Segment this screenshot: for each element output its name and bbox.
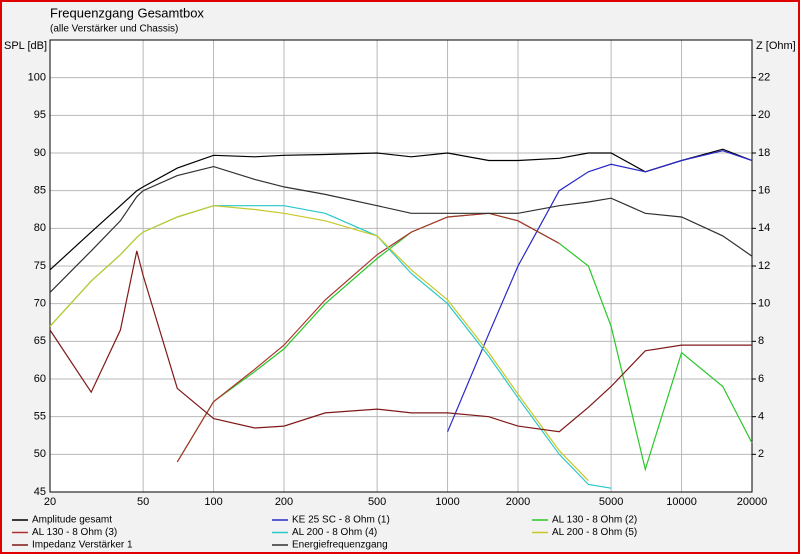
y2-axis-label: Z [Ohm] xyxy=(756,40,796,52)
legend-label: KE 25 SC - 8 Ohm (1) xyxy=(292,515,390,526)
y-tick-label: 55 xyxy=(34,411,46,423)
x-tick-label: 200 xyxy=(275,496,293,508)
series-line xyxy=(49,148,753,271)
y-axis-label: SPL [dB] xyxy=(4,40,47,52)
y2-tick-label: 8 xyxy=(758,335,764,347)
x-tick-label: 5000 xyxy=(599,496,623,508)
x-tick-label: 100 xyxy=(204,496,222,508)
y-tick-label: 95 xyxy=(34,109,46,121)
chart-subtitle: (alle Verstärker und Chassis) xyxy=(50,24,178,35)
y2-tick-label: 2 xyxy=(758,448,764,460)
y-tick-label: 75 xyxy=(34,260,46,272)
y-tick-label: 100 xyxy=(28,72,46,84)
series-line xyxy=(49,250,752,433)
chart-title: Frequenzgang Gesamtbox xyxy=(50,5,204,20)
y2-tick-label: 10 xyxy=(758,298,770,310)
x-tick-label: 20000 xyxy=(737,496,768,508)
y-tick-label: 85 xyxy=(34,185,46,197)
legend-label: AL 130 - 8 Ohm (3) xyxy=(32,527,117,538)
legend-label: Impedanz Verstärker 1 xyxy=(32,540,133,551)
y2-tick-label: 4 xyxy=(758,411,764,423)
y2-tick-label: 18 xyxy=(758,147,770,159)
x-tick-label: 1000 xyxy=(435,496,459,508)
series-line xyxy=(447,150,753,432)
x-tick-label: 2000 xyxy=(506,496,530,508)
legend-label: Amplitude gesamt xyxy=(32,515,112,526)
y-tick-label: 45 xyxy=(34,486,46,498)
series-line xyxy=(49,205,589,482)
x-tick-label: 10000 xyxy=(666,496,697,508)
y2-tick-label: 14 xyxy=(758,222,770,234)
y-tick-label: 65 xyxy=(34,335,46,347)
legend-label: AL 130 - 8 Ohm (2) xyxy=(552,515,637,526)
y2-tick-label: 22 xyxy=(758,72,770,84)
x-tick-label: 20 xyxy=(44,496,56,508)
y-tick-label: 90 xyxy=(34,147,46,159)
y-tick-label: 70 xyxy=(34,298,46,310)
plot-border xyxy=(49,39,753,493)
legend-label: AL 200 - 8 Ohm (5) xyxy=(552,527,637,538)
y-tick-label: 80 xyxy=(34,222,46,234)
legend-label: AL 200 - 8 Ohm (4) xyxy=(292,527,377,538)
y-tick-label: 60 xyxy=(34,373,46,385)
legend-label: Energiefrequenzgang xyxy=(292,540,388,551)
y2-tick-label: 12 xyxy=(758,260,770,272)
series-line xyxy=(176,212,560,463)
y2-tick-label: 16 xyxy=(758,185,770,197)
y-tick-label: 50 xyxy=(34,448,46,460)
y2-tick-label: 20 xyxy=(758,109,770,121)
series-line xyxy=(49,165,753,293)
x-tick-label: 50 xyxy=(137,496,149,508)
x-tick-label: 500 xyxy=(368,496,386,508)
y2-tick-label: 6 xyxy=(758,373,764,385)
